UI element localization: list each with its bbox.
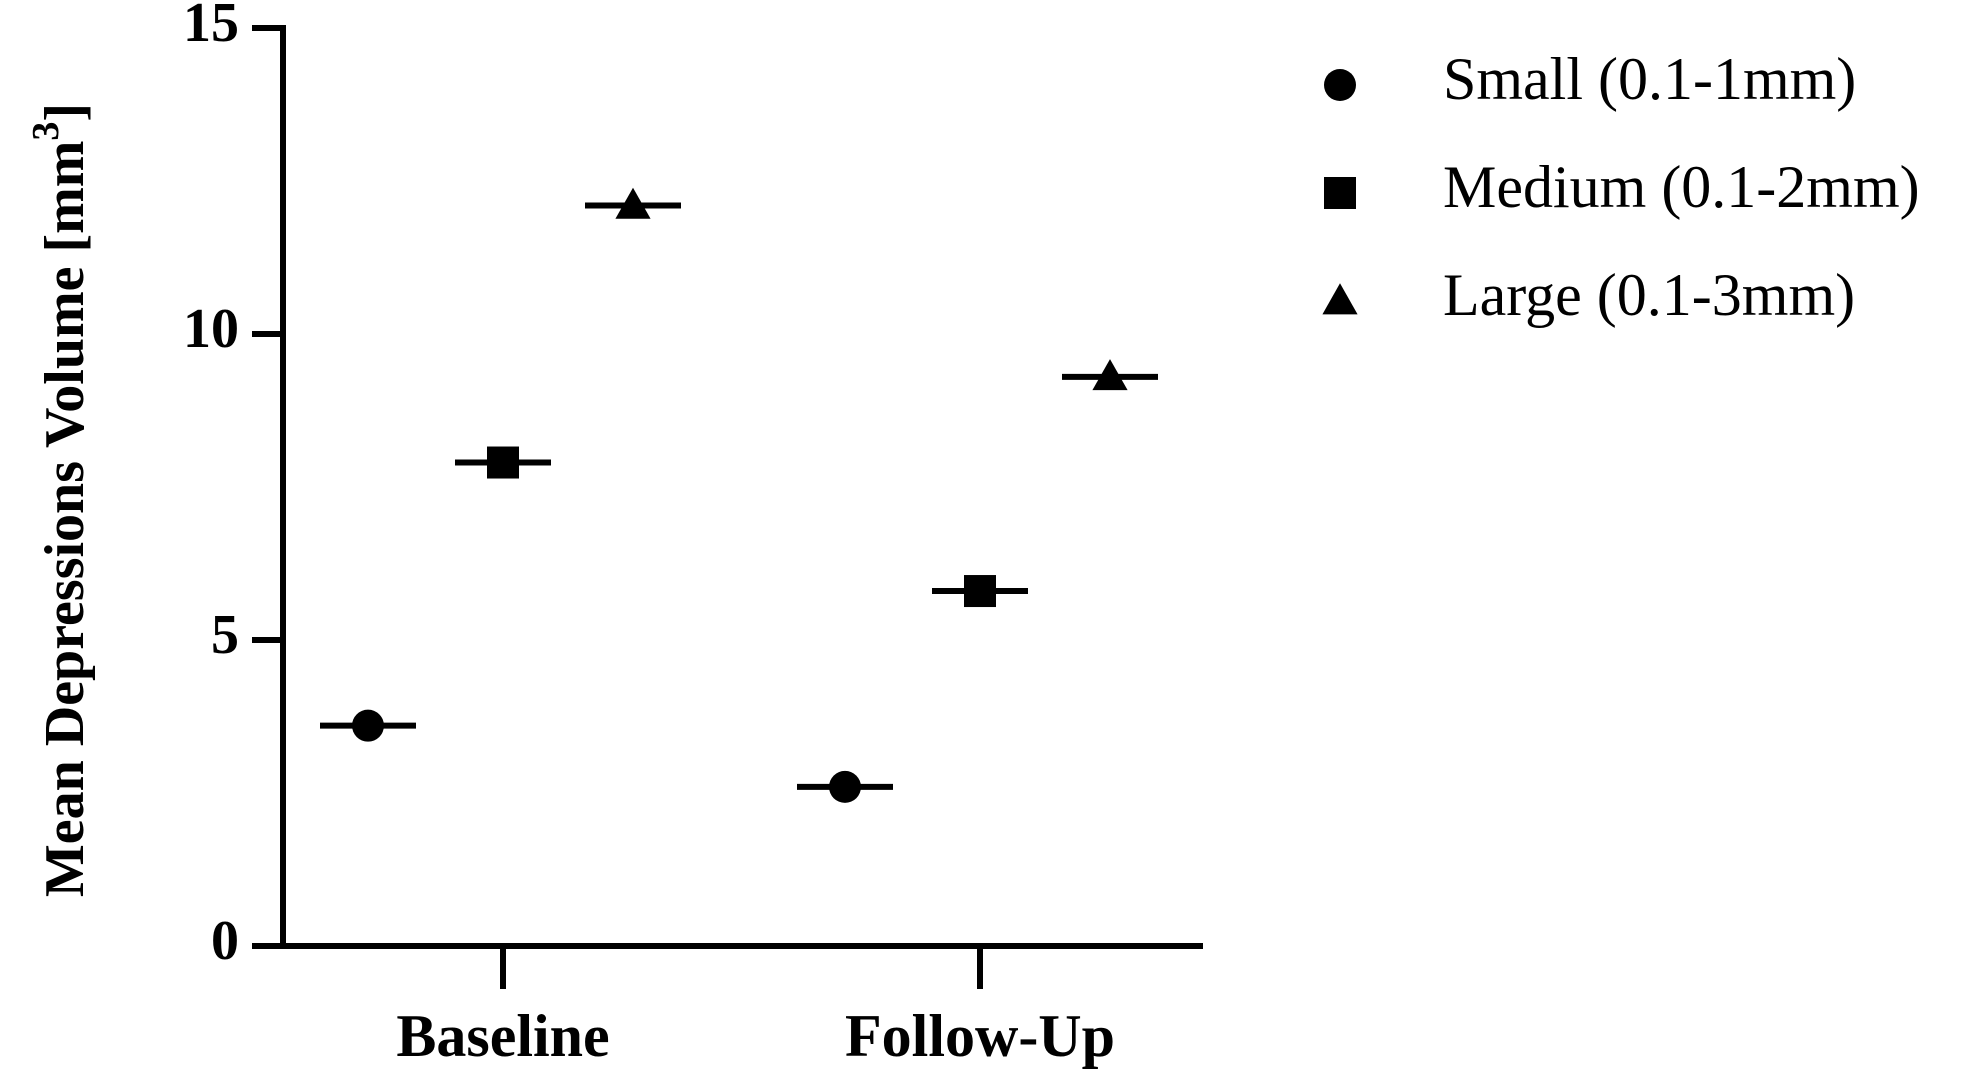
x-tick-label: Follow-Up — [845, 1003, 1115, 1069]
legend: Small (0.1-1mm) Medium (0.1-2mm) Large (0.… — [1322, 46, 1920, 328]
data-point-triangle — [615, 187, 651, 219]
y-tick-label: 10 — [183, 298, 239, 360]
y-tick-label: 0 — [211, 910, 239, 972]
y-tick-label: 15 — [183, 0, 239, 54]
legend-label: Large (0.1-3mm) — [1443, 262, 1855, 328]
data-point-square — [487, 446, 519, 479]
y-axis-title-superscript: 3 — [25, 122, 67, 141]
data-point-circle — [352, 709, 384, 742]
x-tick-label: Baseline — [396, 1003, 609, 1069]
legend-label: Medium (0.1-2mm) — [1443, 154, 1920, 220]
legend-marker-triangle — [1322, 283, 1358, 315]
axes: 0 5 10 15 Baseline Follow-Up — [183, 0, 1203, 1069]
data-point-triangle — [1092, 359, 1128, 391]
legend-label: Small (0.1-1mm) — [1443, 46, 1856, 112]
y-axis-title-group: Mean Depressions Volume [mm3] — [25, 103, 96, 897]
data-point-circle — [829, 770, 861, 803]
legend-marker-square — [1324, 177, 1356, 209]
data-marks — [320, 187, 1158, 803]
y-tick-label: 5 — [211, 604, 239, 666]
legend-marker-circle — [1324, 69, 1356, 101]
y-axis-title: Mean Depressions Volume [mm3] — [25, 103, 96, 897]
data-point-square — [964, 575, 996, 608]
